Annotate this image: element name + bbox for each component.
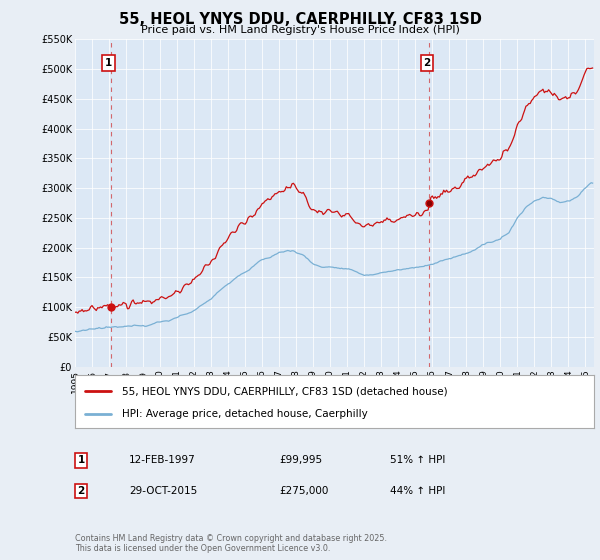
Text: HPI: Average price, detached house, Caerphilly: HPI: Average price, detached house, Caer… xyxy=(122,408,367,418)
Text: Contains HM Land Registry data © Crown copyright and database right 2025.
This d: Contains HM Land Registry data © Crown c… xyxy=(75,534,387,553)
Text: 1: 1 xyxy=(105,58,112,68)
Text: 2: 2 xyxy=(77,486,85,496)
Text: 44% ↑ HPI: 44% ↑ HPI xyxy=(390,486,445,496)
Text: £99,995: £99,995 xyxy=(279,455,322,465)
Text: 55, HEOL YNYS DDU, CAERPHILLY, CF83 1SD: 55, HEOL YNYS DDU, CAERPHILLY, CF83 1SD xyxy=(119,12,481,27)
Text: 29-OCT-2015: 29-OCT-2015 xyxy=(129,486,197,496)
Text: 51% ↑ HPI: 51% ↑ HPI xyxy=(390,455,445,465)
Text: 1: 1 xyxy=(77,455,85,465)
Text: 55, HEOL YNYS DDU, CAERPHILLY, CF83 1SD (detached house): 55, HEOL YNYS DDU, CAERPHILLY, CF83 1SD … xyxy=(122,386,448,396)
Text: £275,000: £275,000 xyxy=(279,486,328,496)
Text: 2: 2 xyxy=(423,58,431,68)
Text: 12-FEB-1997: 12-FEB-1997 xyxy=(129,455,196,465)
Text: Price paid vs. HM Land Registry's House Price Index (HPI): Price paid vs. HM Land Registry's House … xyxy=(140,25,460,35)
